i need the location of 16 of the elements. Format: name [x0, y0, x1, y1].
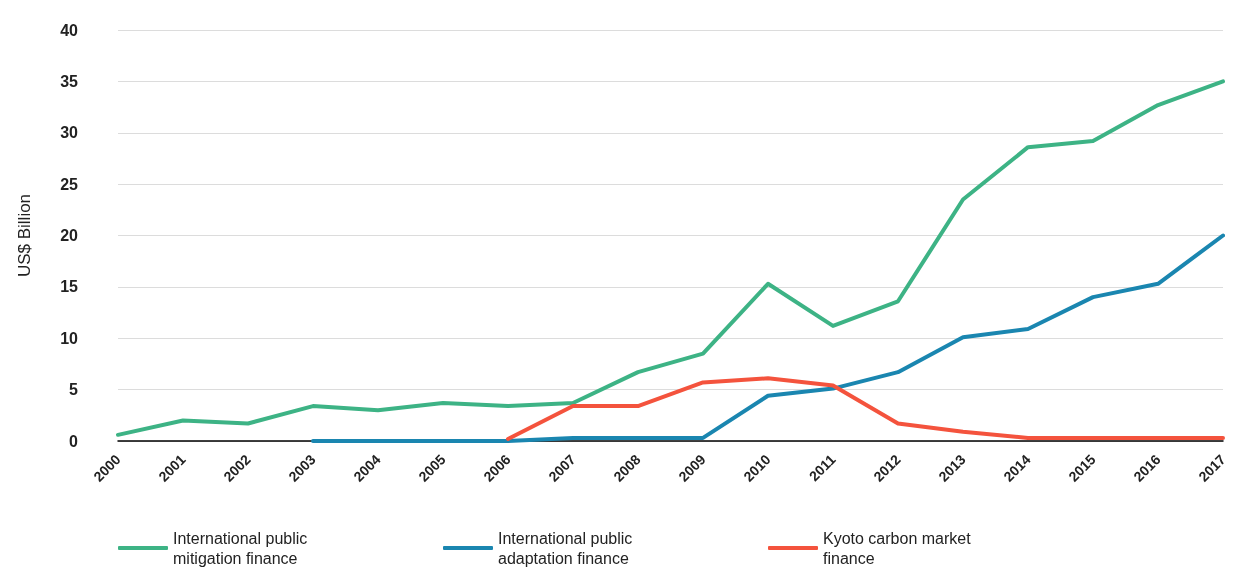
line-series: [506, 376, 1225, 441]
y-tick-label: 5: [69, 381, 79, 399]
y-tick-label: 0: [69, 432, 79, 450]
y-tick-label: 25: [60, 175, 79, 193]
legend-label: International public adaptation finance: [498, 529, 637, 567]
legend-label: Kyoto carbon market finance: [823, 529, 976, 567]
line-series: [311, 233, 1225, 443]
line-series: [116, 79, 1225, 437]
y-tick-label: 20: [60, 227, 79, 244]
y-tick-label: 30: [60, 124, 79, 142]
y-tick-label: 40: [60, 21, 79, 39]
y-axis-title: US$ Billion: [15, 193, 34, 278]
y-tick-label: 35: [60, 72, 79, 90]
legend-label: International public mitigation finance: [173, 529, 312, 567]
y-tick-label: 10: [60, 329, 79, 347]
y-tick-label: 15: [60, 278, 79, 296]
